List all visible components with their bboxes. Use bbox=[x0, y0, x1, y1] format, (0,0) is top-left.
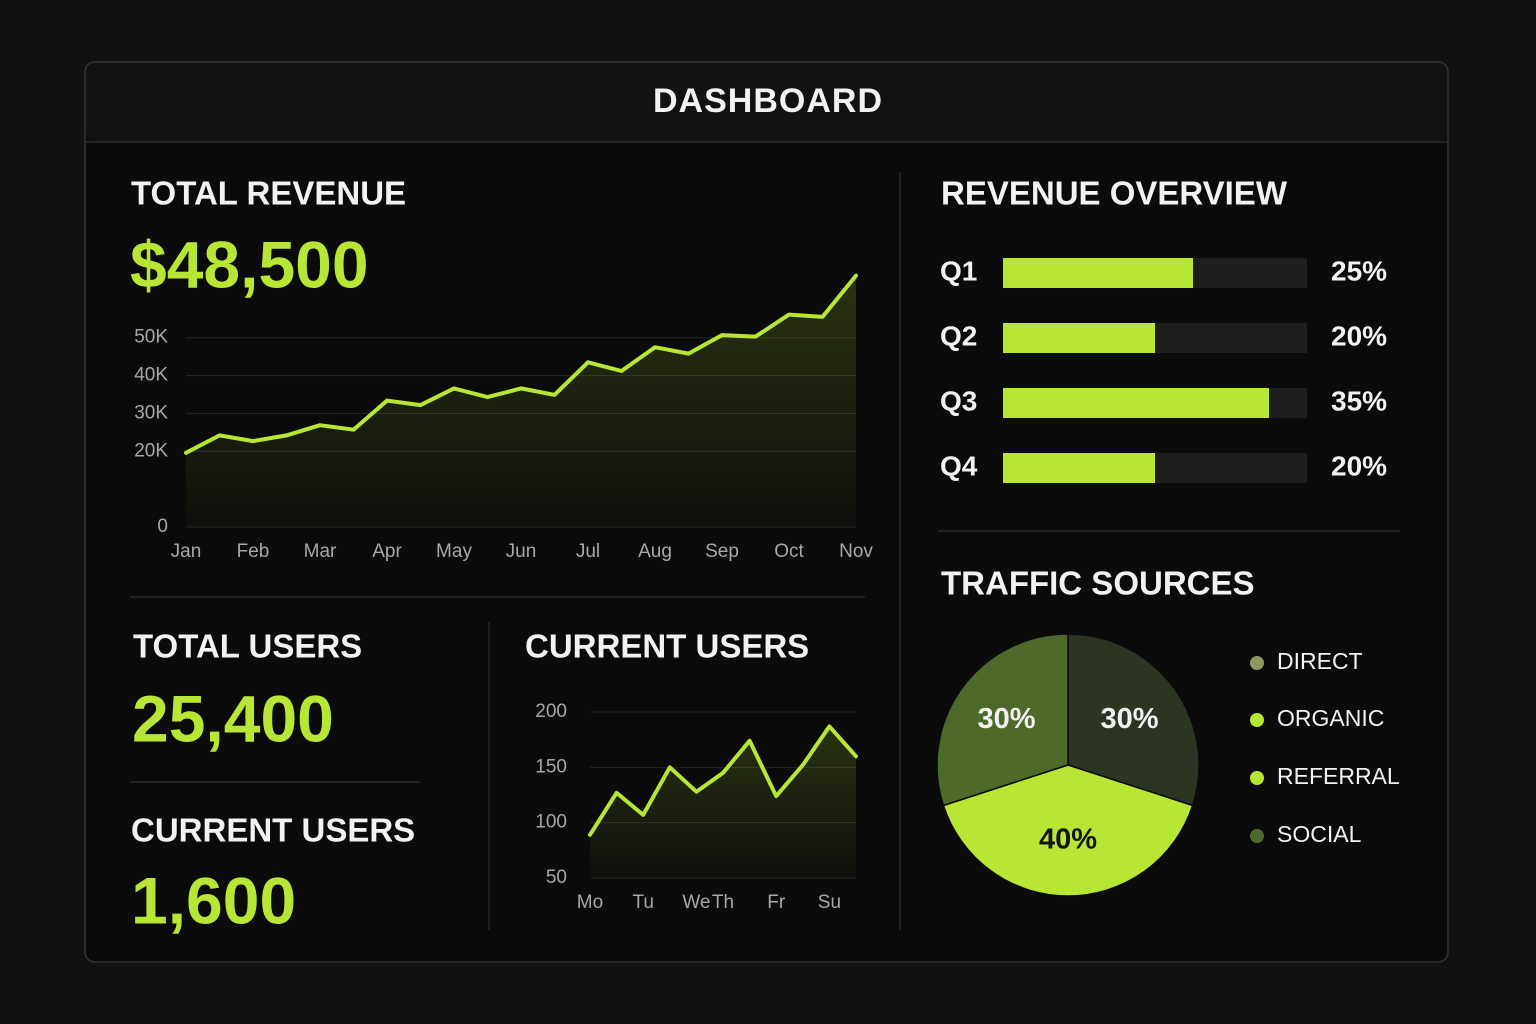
kpi-label: TOTAL REVENUE bbox=[131, 175, 406, 212]
x-tick-label: Jan bbox=[171, 541, 202, 562]
bar bbox=[1003, 388, 1269, 418]
x-tick-label: Su bbox=[818, 892, 841, 913]
pie-slice bbox=[942, 764, 1194, 897]
legend-label: SOCIAL bbox=[1277, 821, 1362, 847]
x-tick-label: Th bbox=[712, 892, 734, 913]
bar-value-label: 25% bbox=[1331, 255, 1387, 286]
x-tick-label: Apr bbox=[372, 541, 402, 562]
kpi-value: 25,400 bbox=[132, 681, 334, 755]
header-bar bbox=[86, 63, 1447, 142]
y-tick-label: 200 bbox=[535, 701, 567, 722]
y-tick-label: 20K bbox=[134, 440, 168, 461]
legend-swatch bbox=[1250, 771, 1264, 785]
legend-swatch bbox=[1250, 713, 1264, 727]
bar-label: Q3 bbox=[940, 385, 977, 416]
y-tick-label: 100 bbox=[535, 812, 567, 833]
legend-label: REFERRAL bbox=[1277, 763, 1400, 789]
area-fill bbox=[590, 726, 856, 878]
y-tick-label: 50K bbox=[134, 327, 168, 348]
kpi-value: 1,600 bbox=[131, 863, 296, 937]
y-tick-label: 50 bbox=[546, 867, 567, 888]
header-title: DASHBOARD bbox=[653, 82, 883, 120]
slice-label: 30% bbox=[978, 703, 1036, 735]
bar-label: Q1 bbox=[940, 255, 977, 286]
y-tick-label: 40K bbox=[134, 365, 168, 386]
legend-swatch bbox=[1250, 656, 1264, 670]
x-tick-label: Feb bbox=[237, 541, 270, 562]
y-tick-label: 30K bbox=[134, 402, 168, 423]
chart-title: CURRENT USERS bbox=[525, 628, 809, 665]
bar-label: Q2 bbox=[940, 320, 977, 351]
chart-title: REVENUE OVERVIEW bbox=[941, 175, 1288, 212]
x-tick-label: Jun bbox=[506, 541, 537, 562]
pie-slice bbox=[936, 633, 1069, 807]
line bbox=[184, 273, 858, 455]
kpi-label: CURRENT USERS bbox=[131, 812, 415, 849]
x-tick-label: Mo bbox=[577, 892, 603, 913]
x-tick-label: Nov bbox=[839, 541, 873, 562]
bar bbox=[1003, 258, 1193, 288]
x-tick-label: Sep bbox=[705, 541, 739, 562]
legend-label: ORGANIC bbox=[1277, 705, 1384, 731]
x-tick-label: Fr bbox=[767, 892, 786, 913]
y-tick-label: 150 bbox=[535, 756, 567, 777]
legend-label: DIRECT bbox=[1277, 648, 1363, 674]
x-tick-label: Oct bbox=[774, 541, 804, 562]
legend-swatch bbox=[1250, 829, 1264, 843]
bar-value-label: 20% bbox=[1331, 450, 1387, 481]
kpi-value: $48,500 bbox=[130, 227, 369, 301]
x-tick-label: Aug bbox=[638, 541, 672, 562]
x-tick-label: Mar bbox=[304, 541, 337, 562]
y-tick-label: 0 bbox=[157, 516, 168, 537]
pie-slice bbox=[1067, 633, 1200, 807]
x-tick-label: May bbox=[436, 541, 472, 562]
bar-label: Q4 bbox=[940, 450, 978, 481]
x-tick-label: We bbox=[682, 892, 710, 913]
bar bbox=[1003, 453, 1155, 483]
x-tick-label: Tu bbox=[632, 892, 653, 913]
bar bbox=[1003, 323, 1155, 353]
chart-title: TRAFFIC SOURCES bbox=[941, 565, 1255, 602]
bar-value-label: 35% bbox=[1331, 385, 1387, 416]
slice-label: 30% bbox=[1100, 703, 1158, 735]
area-fill bbox=[186, 275, 856, 527]
x-tick-label: Jul bbox=[576, 541, 600, 562]
line bbox=[588, 724, 858, 837]
bar-value-label: 20% bbox=[1331, 320, 1387, 351]
kpi-label: TOTAL USERS bbox=[133, 628, 362, 665]
slice-label: 40% bbox=[1039, 824, 1097, 856]
